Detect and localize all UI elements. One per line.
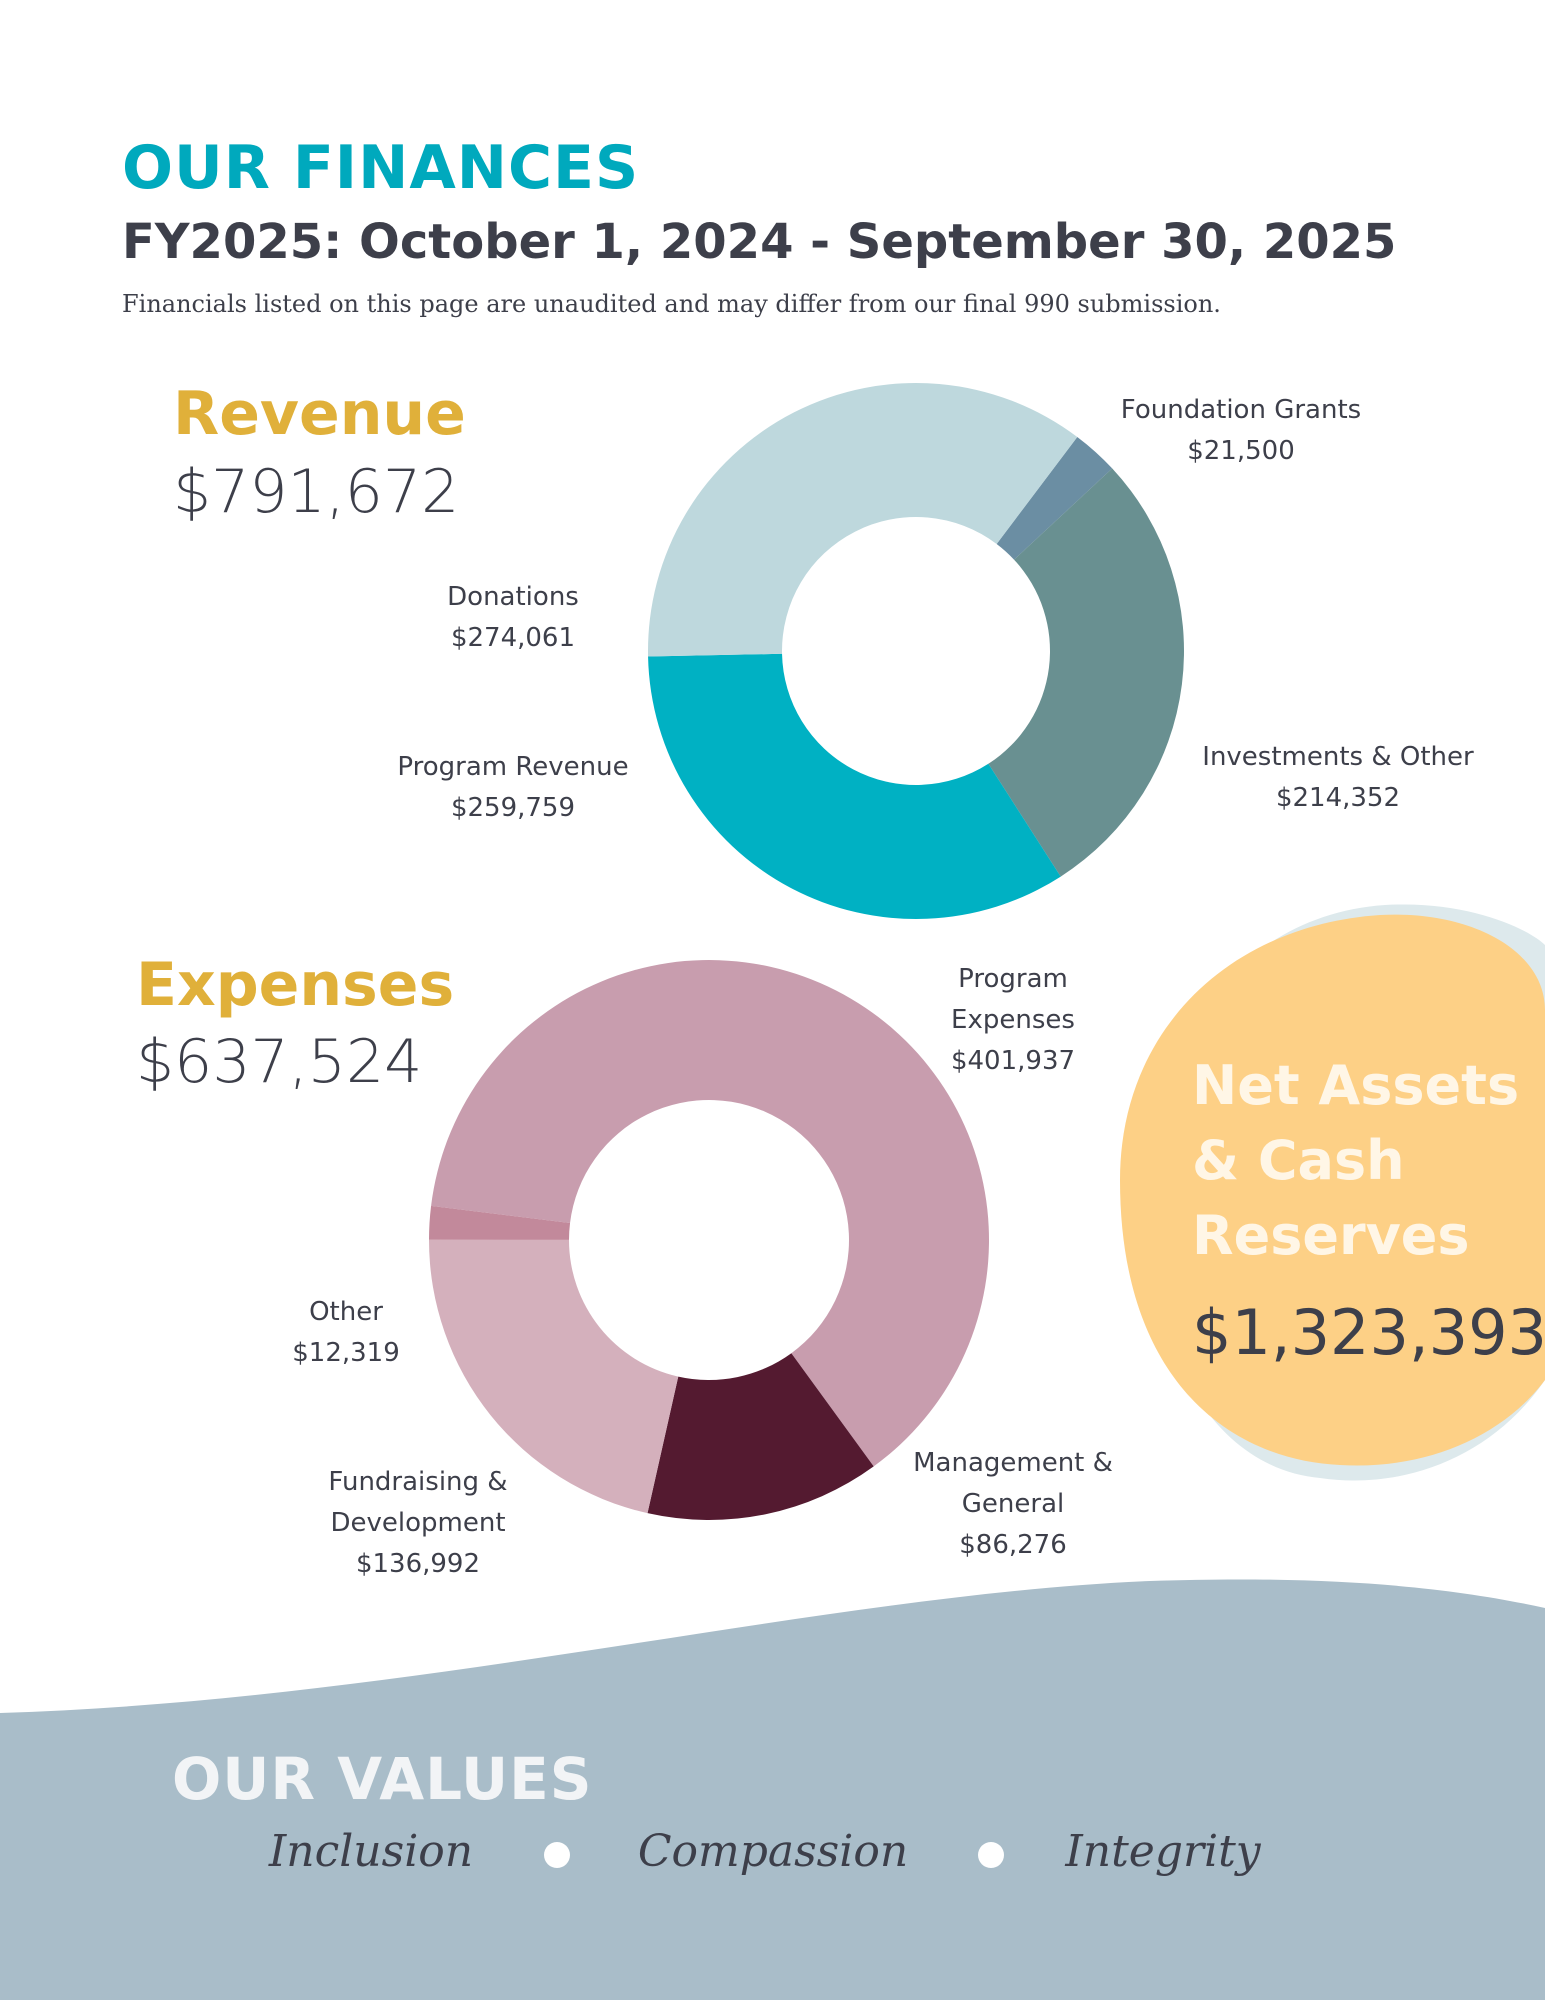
slice-label-name: Foundation Grants bbox=[1120, 395, 1362, 425]
slice-investments-other bbox=[988, 468, 1184, 877]
revenue-donut-chart bbox=[648, 383, 1184, 919]
slice-label-value: $136,992 bbox=[355, 1549, 481, 1579]
expenses-label-management: Management & General $86,276 bbox=[913, 1443, 1113, 1566]
expenses-title: Expenses bbox=[136, 950, 455, 1020]
slice-label-value: $12,319 bbox=[292, 1338, 400, 1368]
revenue-amount: $791,672 bbox=[173, 457, 460, 527]
values-band bbox=[0, 1579, 1545, 2000]
page-title: OUR FINANCES bbox=[122, 133, 640, 203]
slice-label-name: Development bbox=[330, 1508, 506, 1538]
slice-label-name: Investments & Other bbox=[1202, 742, 1474, 772]
value-compassion: Compassion bbox=[637, 1826, 909, 1877]
slice-label-name: Other bbox=[309, 1297, 383, 1327]
revenue-label-donations: Donations $274,061 bbox=[447, 577, 579, 659]
net-assets-amount: $1,323,393 bbox=[1192, 1296, 1545, 1369]
revenue-title: Revenue bbox=[173, 379, 466, 449]
slice-foundation-grants bbox=[996, 436, 1113, 560]
value-integrity: Integrity bbox=[1065, 1826, 1261, 1877]
net-assets-blob bbox=[1120, 914, 1545, 1466]
revenue-label-investments: Investments & Other $214,352 bbox=[1202, 737, 1473, 819]
net-assets-title: Net Assets & Cash Reserves bbox=[1192, 1048, 1522, 1273]
expenses-label-other: Other $12,319 bbox=[292, 1292, 400, 1374]
expenses-amount: $637,524 bbox=[136, 1027, 423, 1097]
slice-program-revenue bbox=[648, 653, 1061, 919]
values-title: OUR VALUES bbox=[172, 1745, 593, 1813]
slice-label-value: $259,759 bbox=[450, 793, 576, 823]
slice-label-name: Fundraising & bbox=[328, 1467, 508, 1497]
slice-label-name: Program Revenue bbox=[397, 752, 629, 782]
slice-label-name: Expenses bbox=[951, 1005, 1075, 1035]
slice-label-value: $21,500 bbox=[1187, 436, 1295, 466]
disclaimer-text: Financials listed on this page are unaud… bbox=[122, 290, 1221, 318]
slice-program-expenses bbox=[431, 960, 990, 1467]
slice-label-name: Management & bbox=[913, 1448, 1113, 1478]
net-assets-title-line: Reserves bbox=[1192, 1204, 1470, 1267]
net-assets-title-line: Net Assets bbox=[1192, 1054, 1520, 1117]
slice-label-value: $274,061 bbox=[450, 623, 576, 653]
slice-fundraising-development bbox=[429, 1239, 679, 1514]
net-assets-title-line: & Cash bbox=[1192, 1129, 1405, 1192]
slice-other bbox=[429, 1205, 571, 1240]
bullet-dot-icon bbox=[544, 1842, 570, 1868]
slice-label-name: Program bbox=[958, 964, 1068, 994]
revenue-label-program-revenue: Program Revenue $259,759 bbox=[397, 747, 628, 829]
slice-label-name: Donations bbox=[447, 582, 579, 612]
slice-label-value: $214,352 bbox=[1275, 783, 1401, 813]
expenses-label-program: Program Expenses $401,937 bbox=[951, 959, 1075, 1082]
value-inclusion: Inclusion bbox=[268, 1826, 474, 1877]
slice-donations bbox=[648, 383, 1078, 657]
bullet-dot-icon bbox=[978, 1842, 1004, 1868]
slice-label-name: General bbox=[961, 1489, 1065, 1519]
slice-label-value: $401,937 bbox=[950, 1046, 1076, 1076]
revenue-label-foundation-grants: Foundation Grants $21,500 bbox=[1121, 390, 1361, 472]
slice-management-general bbox=[647, 1353, 874, 1520]
slice-label-value: $86,276 bbox=[959, 1530, 1067, 1560]
expenses-donut-chart bbox=[429, 960, 990, 1520]
expenses-label-fundraising: Fundraising & Development $136,992 bbox=[328, 1462, 507, 1585]
fiscal-year-heading: FY2025: October 1, 2024 - September 30, … bbox=[122, 214, 1397, 270]
